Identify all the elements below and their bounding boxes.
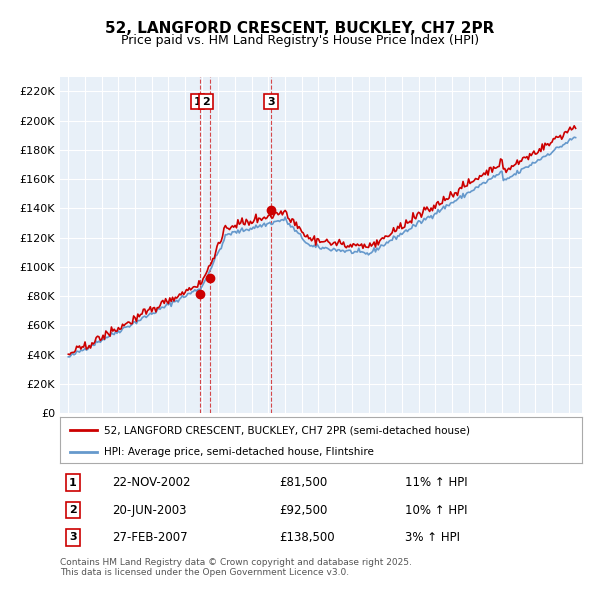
Text: Price paid vs. HM Land Registry's House Price Index (HPI): Price paid vs. HM Land Registry's House … — [121, 34, 479, 47]
Text: 20-JUN-2003: 20-JUN-2003 — [112, 503, 187, 517]
Text: 22-NOV-2002: 22-NOV-2002 — [112, 476, 191, 489]
Text: £92,500: £92,500 — [279, 503, 328, 517]
Text: 52, LANGFORD CRESCENT, BUCKLEY, CH7 2PR: 52, LANGFORD CRESCENT, BUCKLEY, CH7 2PR — [106, 21, 494, 35]
Text: 10% ↑ HPI: 10% ↑ HPI — [404, 503, 467, 517]
Text: 2: 2 — [69, 505, 77, 515]
Text: 1: 1 — [194, 97, 202, 107]
Text: 2: 2 — [202, 97, 210, 107]
Text: 3: 3 — [267, 97, 275, 107]
Text: 11% ↑ HPI: 11% ↑ HPI — [404, 476, 467, 489]
Text: 3% ↑ HPI: 3% ↑ HPI — [404, 531, 460, 544]
Text: 3: 3 — [69, 532, 77, 542]
Text: 1: 1 — [69, 478, 77, 488]
Text: 52, LANGFORD CRESCENT, BUCKLEY, CH7 2PR (semi-detached house): 52, LANGFORD CRESCENT, BUCKLEY, CH7 2PR … — [104, 425, 470, 435]
Text: 27-FEB-2007: 27-FEB-2007 — [112, 531, 188, 544]
Text: £138,500: £138,500 — [279, 531, 335, 544]
Text: HPI: Average price, semi-detached house, Flintshire: HPI: Average price, semi-detached house,… — [104, 447, 374, 457]
Text: £81,500: £81,500 — [279, 476, 328, 489]
Text: Contains HM Land Registry data © Crown copyright and database right 2025.
This d: Contains HM Land Registry data © Crown c… — [60, 558, 412, 577]
